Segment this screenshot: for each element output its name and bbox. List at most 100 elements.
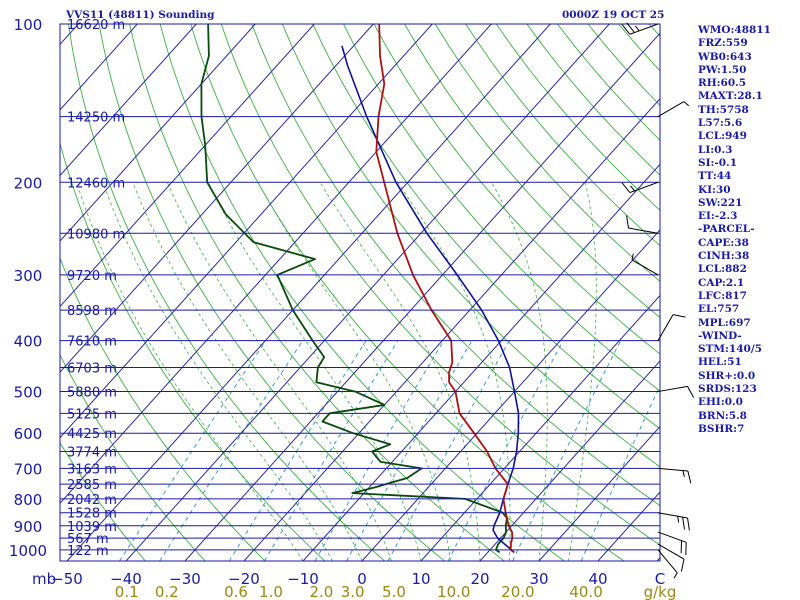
mixing-ratio-tick-label: 10.0 <box>437 583 470 600</box>
mixing-ratio-line <box>387 340 510 561</box>
wind-barb <box>621 181 659 194</box>
dry-adiabat <box>343 24 660 392</box>
dry-adiabat <box>373 24 660 355</box>
index-item: TH:5758 <box>698 103 749 116</box>
index-item: SW:221 <box>698 196 743 209</box>
height-label: 3774 m <box>67 445 117 460</box>
isotherm-line <box>479 360 660 561</box>
moist-adiabat <box>76 182 304 561</box>
dry-adiabat <box>129 24 505 561</box>
mixing-ratio-tick-label: 0.2 <box>155 583 179 600</box>
mixing-ratio-tick-label: 1.0 <box>259 583 283 600</box>
index-item: BRN:5.8 <box>698 409 747 422</box>
moist-adiabat <box>102 182 333 561</box>
height-label: 3163 m <box>67 462 117 477</box>
height-label: 6703 m <box>67 361 117 376</box>
wind-barb <box>657 531 687 555</box>
height-label: 2585 m <box>67 478 117 493</box>
mixing-ratio-tick-label: 40.0 <box>569 583 602 600</box>
index-item: LI:0.3 <box>698 143 733 156</box>
pressure-tick-label: 500 <box>14 384 43 402</box>
height-label: 8598 m <box>67 304 117 319</box>
mixing-ratio-line <box>580 384 660 561</box>
plot-border <box>59 23 661 562</box>
temperature-tick-label: −40 <box>110 570 142 588</box>
temperature-tick-label: 30 <box>529 570 548 588</box>
wind-barb-half-feather <box>683 101 690 107</box>
isotherm-line <box>66 24 551 561</box>
timestamp: 0000Z 19 OCT 25 <box>562 9 665 21</box>
pressure-tick-label: 400 <box>14 333 43 351</box>
indices-panel: WMO:48811 FRZ:559 WB0:643 PW:1.50 RH:60.5 MAX… <box>698 24 798 436</box>
wind-barb-feather <box>682 517 685 530</box>
index-item: WB0:643 <box>698 50 752 63</box>
isotherm-line <box>60 24 374 373</box>
wind-barb-shaft <box>657 314 674 341</box>
dry-adiabat <box>434 24 660 283</box>
wind-barb-feather <box>626 22 635 33</box>
dry-adiabat <box>465 24 660 247</box>
wind-barb-half-feather <box>631 253 634 260</box>
wind-barb-half-feather <box>630 185 635 192</box>
mixing-ratio-line <box>512 340 622 561</box>
index-item: BSHR:7 <box>698 422 745 435</box>
height-label: 12460 m <box>67 176 125 191</box>
wind-barb <box>631 253 659 276</box>
index-item: HEL:51 <box>698 356 742 369</box>
dry-adiabat <box>404 24 660 319</box>
mixing-ratio-tick-label: 3.0 <box>341 583 365 600</box>
wind-barb-feather <box>621 24 631 35</box>
index-item: LCL:949 <box>698 130 747 143</box>
index-item: CAPE:38 <box>698 236 749 249</box>
isotherm-line <box>538 425 660 561</box>
mixing-ratio-line <box>228 340 367 561</box>
dry-adiabat <box>251 24 660 507</box>
mixing-ratio-tick-label: 2.0 <box>309 583 333 600</box>
dry-adiabat <box>159 24 565 561</box>
dry-adiabat <box>60 353 206 561</box>
index-item: EHI:0.0 <box>698 396 743 409</box>
wind-barb-feather <box>687 386 695 398</box>
index-item: SHR+:0.0 <box>698 369 756 382</box>
index-item: STM:140/5 <box>698 343 762 356</box>
index-item: EL:757 <box>698 303 740 316</box>
index-item: PW:1.50 <box>698 63 747 76</box>
moist-adiabat <box>207 182 422 561</box>
pressure-axis-label: mb <box>32 570 56 588</box>
moist-adiabat <box>319 182 481 561</box>
temperature-tick-label: 20 <box>470 570 489 588</box>
mixing-ratio-tick-label: 0.1 <box>115 583 139 600</box>
isotherm-line <box>60 24 433 439</box>
temperature-tick-label: 10 <box>411 570 430 588</box>
temperature-tick-label: −50 <box>51 570 83 588</box>
temperature-tick-label: −20 <box>228 570 260 588</box>
chart-title: VVS11 (48811) Sounding <box>66 9 215 21</box>
wind-barb-half-feather <box>682 470 685 477</box>
temperature-tick-label: −10 <box>287 570 319 588</box>
index-item: KI:30 <box>698 183 731 196</box>
wind-barb-feather <box>680 558 685 572</box>
index-item: -PARCEL- <box>698 223 755 236</box>
isotherm-line <box>60 24 315 308</box>
height-label: 2042 m <box>67 493 117 508</box>
index-item: CAP:2.1 <box>698 276 745 289</box>
isotherm-line <box>184 32 660 561</box>
isotherm-line <box>125 24 610 561</box>
index-item: SI:-0.1 <box>698 156 737 169</box>
mixing-ratio-line <box>314 340 445 561</box>
height-label: 567 m <box>67 532 109 547</box>
wind-barb <box>657 512 690 531</box>
wind-barb <box>657 101 690 118</box>
moist-adiabat <box>568 182 597 561</box>
index-item: L57:5.6 <box>698 117 743 130</box>
wind-barb-half-feather <box>677 516 680 523</box>
wind-barb-feather <box>672 314 686 318</box>
index-item: TT:44 <box>698 170 732 183</box>
wind-barb-shaft <box>657 101 685 118</box>
index-item: SRDS:123 <box>698 383 757 396</box>
pressure-tick-label: 200 <box>14 174 43 192</box>
temperature-tick-label: −30 <box>169 570 201 588</box>
height-label: 10980 m <box>67 227 125 242</box>
index-item: LFC:817 <box>698 289 747 302</box>
mixing-ratio-tick-label: g/kg <box>644 583 677 600</box>
